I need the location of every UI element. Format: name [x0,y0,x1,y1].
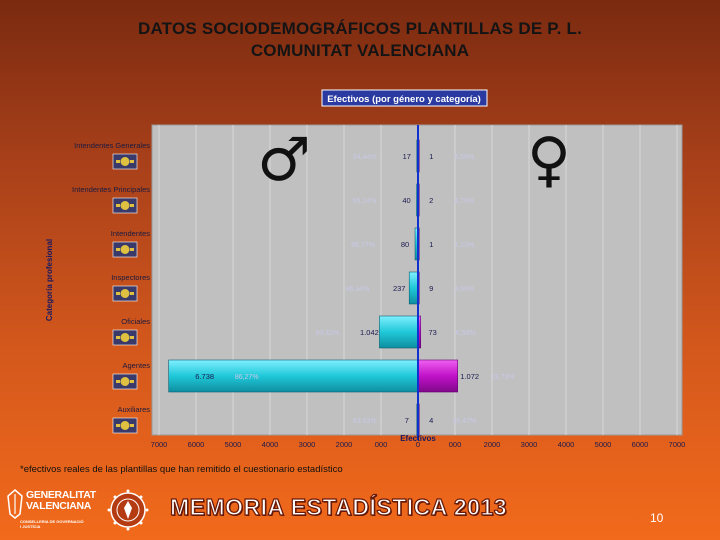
female-pct-label: 4,76% [454,198,474,205]
x-tick-label: 0 [416,440,420,449]
y-axis-title: Categoría profesional [45,239,54,321]
male-value-label: 237 [393,284,406,293]
x-tick-label: 2000 [484,440,501,449]
bar-male [379,315,419,349]
category-label: Intendentes [111,229,150,238]
police-seal-icon [107,489,149,531]
male-value-label: 40 [402,196,410,205]
rank-badge-icon [112,197,138,214]
female-pct-label: 13,73% [491,374,515,381]
male-pct-label: 95,24% [353,198,377,205]
female-icon: ♀ [527,125,571,195]
rank-badge-icon [112,285,138,302]
female-value-label: 1.072 [460,372,479,381]
female-value-label: 1 [429,240,433,249]
female-value-label: 1 [429,152,433,161]
category-label: Intendentes Principales [72,185,150,194]
x-tick-label: 4000 [558,440,575,449]
chart-title-box [321,89,488,107]
rank-badge-icon [112,241,138,258]
x-tick-label: 6000 [188,440,205,449]
x-tick-label: 7000 [669,440,686,449]
male-value-label: 6.738 [195,372,214,381]
category-label: Agentes [122,361,150,370]
bar-male [408,271,419,305]
rank-badges [112,153,138,434]
title-line-1: DATOS SOCIODEMOGRÁFICOS PLANTILLAS DE P.… [137,19,583,38]
logo-sub-2: I JUSTÍCIA [20,524,41,529]
footnote: *efectivos reales de las plantillas que … [20,464,343,475]
male-value-label: 80 [401,240,409,249]
male-value-label: 1.042 [360,328,379,337]
logo-line-1: GENERALITAT [26,489,96,501]
x-axis-title: Efectivos [400,434,436,443]
category-labels: Intendentes Generales Intendentes Princip… [72,141,150,414]
male-icon: ♂ [257,125,311,195]
bar-male [168,359,419,393]
x-tick-label: 3000 [299,440,316,449]
logo-sub-1: CONSELLERIA DE GOVERNACIÓ [20,519,84,524]
male-pct-label: 86,27% [235,374,259,381]
female-value-label: 73 [429,328,437,337]
male-pct-label: 63,63% [353,418,377,425]
category-label: Oficiales [121,317,150,326]
x-tick-label: 2000 [336,440,353,449]
generalitat-logo: GENERALITAT VALENCIANA CONSELLERIA DE GO… [6,486,96,532]
category-label: Auxiliares [117,405,150,414]
female-pct-label: 3,66% [454,286,474,293]
crest-icon [7,489,23,519]
logo-line-2: VALENCIANA [26,500,92,512]
male-value-label: 7 [405,416,409,425]
male-value-label: 17 [403,152,411,161]
female-pct-label: 5,56% [454,154,474,161]
x-tick-label: 3000 [521,440,538,449]
female-pct-label: 6,58% [456,330,476,337]
male-pct-label: 93,42% [316,330,340,337]
footer-title: MEMORIA ESTADÍSTICA 2013 [169,493,508,520]
title-line-2: COMUNITAT VALENCIANA [250,41,470,60]
x-tick-label: 7000 [151,440,168,449]
x-tick-label: 6000 [632,440,649,449]
category-label: Intendentes Generales [74,141,150,150]
male-pct-label: 94,44% [353,154,377,161]
x-tick-labels: 7000 6000 5000 4000 3000 2000 000 0 000 2000 3000 4… [151,440,686,449]
page-number: 10 [650,511,664,525]
female-pct-label: 1,23% [454,242,474,249]
female-value-label: 2 [429,196,433,205]
category-label: Inspectores [111,273,150,282]
chart-title: Efectivos (por género y categoría) [327,94,481,105]
male-pct-label: 96,34% [345,286,369,293]
x-tick-label: 5000 [595,440,612,449]
male-pct-label: 98,77% [351,242,375,249]
rank-badge-icon [112,153,138,170]
page-title: DATOS SOCIODEMOGRÁFICOS PLANTILLAS DE P.… [0,18,720,62]
rank-badge-icon [112,417,138,434]
female-value-label: 4 [429,416,433,425]
x-tick-label: 4000 [262,440,279,449]
bar-labels: 17 94,44% 1 5,56% 40 95,24% 2 4,76% 80 98,77% 1 1,2… [195,152,514,425]
rank-badge-icon [112,329,138,346]
x-tick-label: 000 [375,440,388,449]
rank-badge-icon [112,373,138,390]
female-pct-label: 36,47% [452,418,476,425]
female-value-label: 9 [429,284,433,293]
bar-female [417,359,458,393]
x-tick-label: 5000 [225,440,242,449]
x-tick-label: 000 [449,440,462,449]
